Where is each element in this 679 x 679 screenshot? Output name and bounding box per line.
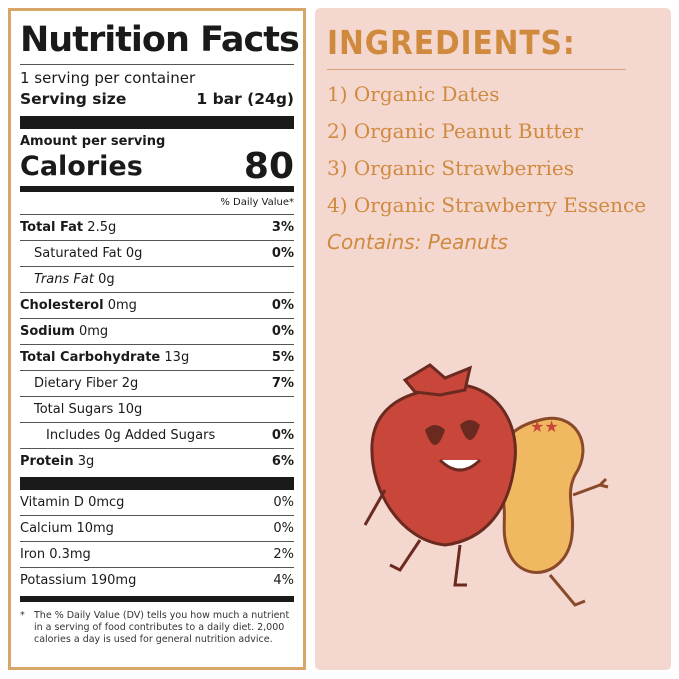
divider-thick bbox=[20, 477, 294, 490]
calories-label: Calories bbox=[20, 151, 143, 182]
servings-per-container: 1 serving per container bbox=[20, 69, 196, 87]
nutrient-amount: 2.5g bbox=[87, 220, 117, 235]
nutrient-row: Includes 0g Added Sugars 0% bbox=[20, 423, 294, 449]
ingredients-panel: INGREDIENTS: 1) Organic Dates 2) Organic … bbox=[315, 8, 671, 670]
vitamin-name: Potassium 190mg bbox=[20, 573, 137, 588]
nutrient-name: Total Sugars bbox=[34, 402, 114, 417]
footnote-text: The % Daily Value (DV) tells you how muc… bbox=[34, 610, 290, 645]
nutrient-row: Total Fat 2.5g 3% bbox=[20, 215, 294, 241]
nutrient-row: Total Sugars 10g bbox=[20, 397, 294, 423]
nutrient-name: Sodium bbox=[20, 324, 75, 339]
nutrient-name: Trans Fat bbox=[34, 272, 94, 287]
nutrient-amount: 0g bbox=[125, 246, 143, 261]
vitamin-name: Vitamin D 0mcg bbox=[20, 495, 125, 510]
footnote-star: * bbox=[20, 610, 25, 621]
strawberry-peanut-illustration: ★★ bbox=[363, 363, 609, 607]
nutrient-row: Cholesterol 0mg 0% bbox=[20, 293, 294, 319]
nutrient-amount: 13g bbox=[164, 350, 190, 365]
nutrition-facts-label: Nutrition Facts 1 serving per container … bbox=[8, 8, 306, 670]
vitamin-row: Calcium 10mg 0% bbox=[20, 516, 294, 542]
nutrient-name: Cholesterol bbox=[20, 298, 104, 313]
serving-size-label: Serving size bbox=[20, 90, 127, 108]
vitamin-name: Calcium 10mg bbox=[20, 521, 114, 536]
nutrient-amount: 0g bbox=[98, 272, 115, 287]
ingredient-item: 1) Organic Dates bbox=[327, 82, 500, 106]
serving-size-value: 1 bar (24g) bbox=[196, 90, 294, 108]
nutrient-dv: 3% bbox=[271, 220, 294, 235]
nutrient-row: Saturated Fat 0g 0% bbox=[20, 241, 294, 267]
ingredients-heading: INGREDIENTS: bbox=[327, 18, 626, 70]
strawberry-character bbox=[363, 363, 517, 587]
vitamin-row: Potassium 190mg 4% bbox=[20, 568, 294, 594]
peanut-character: ★★ bbox=[494, 416, 609, 607]
divider-thick bbox=[20, 116, 294, 129]
vitamin-dv: 0% bbox=[273, 521, 294, 536]
nutrient-row: Protein 3g 6% bbox=[20, 449, 294, 475]
calories-value: 80 bbox=[243, 146, 294, 187]
vitamin-name: Iron 0.3mg bbox=[20, 547, 91, 562]
nutrient-row: Total Carbohydrate 13g 5% bbox=[20, 345, 294, 371]
nutrient-row: Dietary Fiber 2g 7% bbox=[20, 371, 294, 397]
nutrient-name: Protein bbox=[20, 454, 74, 469]
nutrient-row: Sodium 0mg 0% bbox=[20, 319, 294, 345]
amount-per-serving: Amount per serving bbox=[20, 134, 166, 149]
nutrient-dv: 6% bbox=[271, 454, 294, 469]
nutrient-amount: 10g bbox=[117, 402, 143, 417]
nutrient-name: Total Fat bbox=[20, 220, 84, 235]
nutrient-amount: 0mg bbox=[79, 324, 109, 339]
vitamin-row: Vitamin D 0mcg 0% bbox=[20, 490, 294, 516]
svg-text:★★: ★★ bbox=[530, 417, 559, 436]
daily-value-header: % Daily Value* bbox=[20, 192, 294, 215]
nutrient-dv: 5% bbox=[271, 350, 294, 365]
vitamin-row: Iron 0.3mg 2% bbox=[20, 542, 294, 568]
nutrient-dv: 0% bbox=[271, 324, 294, 339]
nutrient-name: Includes 0g Added Sugars bbox=[46, 428, 216, 443]
serving-size: Serving size 1 bar (24g) bbox=[20, 88, 294, 110]
vitamin-dv: 2% bbox=[273, 547, 294, 562]
vitamin-dv: 4% bbox=[273, 573, 294, 588]
allergen-statement: Contains: Peanuts bbox=[327, 230, 508, 254]
ingredient-item: 3) Organic Strawberries bbox=[327, 156, 575, 180]
divider-medium bbox=[20, 596, 294, 602]
nutrient-dv: 0% bbox=[271, 298, 294, 313]
nutrient-dv: 0% bbox=[271, 246, 294, 261]
nutrient-name: Saturated Fat bbox=[34, 246, 122, 261]
nutrient-amount: 3g bbox=[77, 454, 95, 469]
nutrition-title: Nutrition Facts bbox=[20, 17, 300, 65]
nutrient-dv: 0% bbox=[271, 428, 294, 443]
nutrient-name: Total Carbohydrate bbox=[20, 350, 161, 365]
nutrient-amount: 2g bbox=[121, 376, 139, 391]
footnote: * The % Daily Value (DV) tells you how mu… bbox=[20, 610, 294, 646]
nutrient-dv: 7% bbox=[271, 376, 294, 391]
ingredient-item: 2) Organic Peanut Butter bbox=[327, 119, 583, 143]
ingredient-item: 4) Organic Strawberry Essence bbox=[327, 193, 647, 217]
nutrient-name: Dietary Fiber bbox=[34, 376, 118, 391]
calories-row: Calories 80 bbox=[20, 146, 294, 187]
vitamin-dv: 0% bbox=[273, 495, 294, 510]
divider-medium bbox=[20, 186, 294, 192]
nutrient-row: Trans Fat 0g bbox=[20, 267, 294, 293]
nutrient-amount: 0mg bbox=[107, 298, 137, 313]
